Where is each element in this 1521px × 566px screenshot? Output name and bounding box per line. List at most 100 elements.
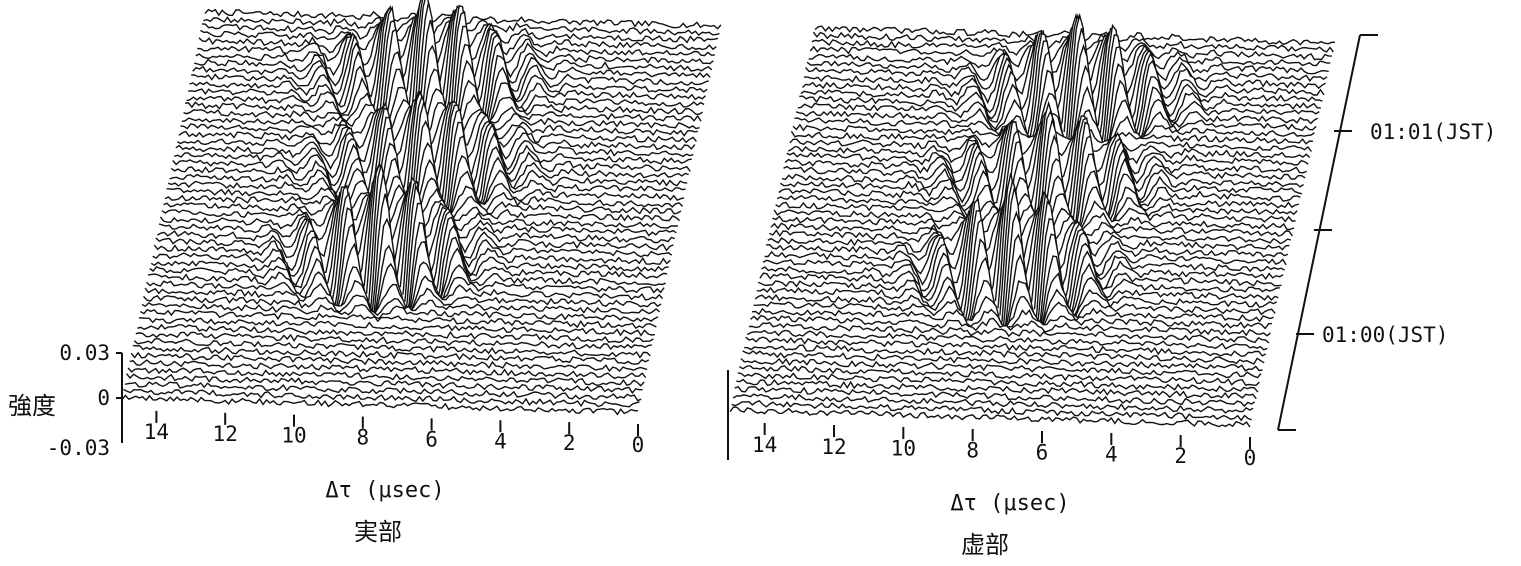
trace-line xyxy=(732,393,1254,414)
imaginary-part-traces xyxy=(729,12,1336,465)
trace-line xyxy=(748,322,1270,344)
trace-line xyxy=(137,323,654,344)
trace-line xyxy=(133,337,651,359)
x-tick-label: 14 xyxy=(752,433,777,457)
trace-line xyxy=(152,172,669,342)
imaginary-part-panel: 14 12 10 8 6 4 2 0 Δτ (μsec) 虚部 01:01(JST) 01:0… xyxy=(727,12,1496,559)
trace-line xyxy=(170,119,688,232)
trace-line xyxy=(155,161,673,329)
x-tick-label: 6 xyxy=(1036,440,1049,464)
real-part-axes: 0.03 0 -0.03 強度 14 12 10 8 6 4 2 0 Δτ (μsec) 実部 xyxy=(8,341,644,546)
trace-line xyxy=(769,198,1290,285)
trace-line xyxy=(150,193,668,343)
time-label-0101: 01:01(JST) xyxy=(1370,120,1496,144)
trace-line xyxy=(756,253,1278,340)
trace-line xyxy=(744,344,1265,365)
trace-line xyxy=(169,142,686,226)
trace-line xyxy=(734,385,1256,408)
trace-line xyxy=(806,22,1328,122)
trace-line xyxy=(795,85,1317,154)
trace-line xyxy=(758,233,1279,346)
trace-line xyxy=(746,329,1268,351)
trace-line xyxy=(184,86,702,138)
trace-line xyxy=(736,378,1257,400)
trace-line xyxy=(138,317,655,337)
trace-line xyxy=(140,308,657,330)
trace-line xyxy=(129,359,647,380)
x-tick-label: 4 xyxy=(494,429,507,453)
trace-line xyxy=(770,206,1292,260)
x-tick-label: 10 xyxy=(281,424,306,448)
trace-line xyxy=(750,314,1271,337)
trace-line xyxy=(181,106,699,148)
x-tick-label: 2 xyxy=(1174,444,1187,468)
trace-line xyxy=(166,175,684,218)
trace-line xyxy=(739,364,1260,387)
z-tick-label-bottom: -0.03 xyxy=(47,436,110,460)
trace-line xyxy=(731,399,1252,422)
imaginary-part-axes: 14 12 10 8 6 4 2 0 Δτ (μsec) 虚部 01:01(JST) 01:0… xyxy=(727,34,1496,559)
trace-line xyxy=(753,295,1274,327)
trace-line xyxy=(737,372,1259,393)
x-tick-label: 8 xyxy=(356,426,369,450)
trace-line xyxy=(180,99,697,168)
trace-line xyxy=(794,109,1315,146)
trace-line xyxy=(745,336,1267,358)
trace-line xyxy=(167,157,685,226)
trace-line xyxy=(144,279,662,314)
z-axis-label: 強度 xyxy=(8,392,56,420)
x-axis-label: Δτ (μsec) xyxy=(325,478,444,503)
trace-line xyxy=(121,394,639,416)
trace-line xyxy=(135,331,652,351)
x-tick-label: 12 xyxy=(213,422,238,446)
trace-line xyxy=(784,100,1306,232)
x-tick-label: 0 xyxy=(1244,446,1257,470)
real-part-caption: 実部 xyxy=(354,518,402,546)
trace-line xyxy=(123,388,640,408)
trace-line xyxy=(740,357,1262,379)
x-tick-label: 12 xyxy=(821,435,846,459)
trace-line xyxy=(772,209,1294,242)
imaginary-part-x-ticks: 14 12 10 8 6 4 2 0 xyxy=(752,423,1256,470)
real-part-panel: 0.03 0 -0.03 強度 14 12 10 8 6 4 2 0 Δτ (μsec) 実部 xyxy=(8,0,722,546)
trace-mask xyxy=(730,407,1250,465)
x-tick-label: 0 xyxy=(632,433,645,457)
real-part-traces xyxy=(121,0,722,452)
trace-line xyxy=(124,381,642,402)
x-tick-label: 10 xyxy=(891,437,916,461)
trace-line xyxy=(195,0,713,127)
trace-line xyxy=(183,98,700,140)
time-axis-line xyxy=(1277,34,1361,431)
real-part-x-ticks: 14 12 10 8 6 4 2 0 xyxy=(144,410,645,457)
trace-line xyxy=(132,344,650,365)
x-tick-label: 8 xyxy=(966,439,979,463)
x-axis-label: Δτ (μsec) xyxy=(950,491,1069,516)
trace-line xyxy=(805,12,1326,144)
trace-line xyxy=(127,367,645,387)
imaginary-part-caption: 虚部 xyxy=(961,531,1009,559)
trace-line xyxy=(729,406,1251,428)
trace-line xyxy=(130,351,648,373)
z-tick-label-top: 0.03 xyxy=(59,341,110,365)
z-tick-label-zero: 0 xyxy=(97,386,110,410)
x-tick-label: 4 xyxy=(1105,442,1118,466)
trace-line xyxy=(773,203,1295,235)
trace-line xyxy=(194,0,711,145)
trace-line xyxy=(742,350,1263,372)
time-label-0100: 01:00(JST) xyxy=(1322,323,1448,347)
trace-line xyxy=(141,302,659,323)
trace-line xyxy=(153,164,671,339)
trace-line xyxy=(783,109,1304,247)
trace-line xyxy=(197,0,714,112)
trace-mask xyxy=(122,395,638,452)
trace-line xyxy=(759,210,1280,354)
x-tick-label: 2 xyxy=(563,431,576,455)
trace-line xyxy=(754,279,1276,335)
trace-line xyxy=(751,307,1273,330)
trace-line xyxy=(142,294,660,317)
x-tick-label: 6 xyxy=(425,427,438,451)
x-tick-label: 14 xyxy=(144,420,169,444)
trace-line xyxy=(126,373,643,395)
